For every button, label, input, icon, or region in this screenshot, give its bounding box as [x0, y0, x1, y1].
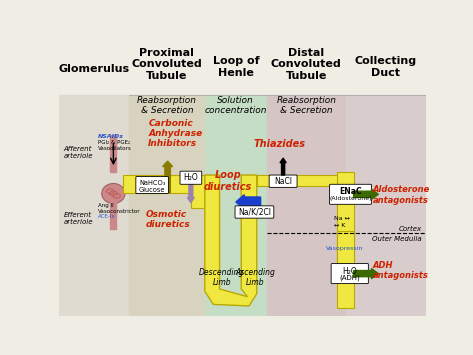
Text: Descending
Limb: Descending Limb: [199, 268, 245, 287]
Text: Outer Medulla: Outer Medulla: [372, 236, 422, 242]
Text: Vasopressin: Vasopressin: [326, 246, 364, 251]
Text: Ascending
Limb: Ascending Limb: [235, 268, 275, 287]
Bar: [346, 95, 426, 316]
Text: (Aldosterone): (Aldosterone): [329, 196, 372, 201]
Text: Proximal
Convoluted
Tubule: Proximal Convoluted Tubule: [131, 48, 202, 81]
Text: ENaC: ENaC: [339, 187, 362, 196]
Text: NaCl: NaCl: [274, 177, 292, 186]
Text: Ang II: Ang II: [98, 203, 114, 208]
Text: Na/K/2Cl: Na/K/2Cl: [238, 208, 271, 217]
Text: Loop
diuretics: Loop diuretics: [204, 170, 252, 192]
Text: Aldosterone
antagonists: Aldosterone antagonists: [373, 185, 430, 205]
Polygon shape: [257, 175, 346, 186]
Bar: [337, 172, 354, 272]
FancyBboxPatch shape: [330, 184, 371, 204]
FancyBboxPatch shape: [235, 206, 274, 218]
Text: ↔ K: ↔ K: [334, 223, 346, 228]
Text: Reabsorption
& Secretion: Reabsorption & Secretion: [276, 96, 336, 115]
Polygon shape: [123, 175, 205, 208]
Bar: [267, 95, 346, 316]
Bar: [110, 135, 116, 172]
Text: (ADH): (ADH): [339, 275, 360, 282]
Text: Glomerulus: Glomerulus: [59, 64, 130, 74]
Bar: [205, 95, 267, 316]
Text: Glucose: Glucose: [139, 187, 166, 193]
FancyArrow shape: [187, 184, 194, 203]
Text: Carbonic
Anhydrase
Inhibitors: Carbonic Anhydrase Inhibitors: [148, 119, 202, 148]
FancyArrow shape: [354, 269, 378, 279]
Bar: [110, 202, 116, 229]
Text: ADH
antagonists: ADH antagonists: [373, 261, 429, 280]
Text: Reabsorption
& Secretion: Reabsorption & Secretion: [137, 96, 197, 115]
FancyArrow shape: [354, 189, 378, 199]
Text: PGI₂ & PGE₂: PGI₂ & PGE₂: [98, 140, 130, 145]
Text: Thiazides: Thiazides: [254, 139, 306, 149]
Text: NSAIDs: NSAIDs: [98, 134, 124, 139]
Text: Solution
concentration: Solution concentration: [205, 96, 267, 115]
Text: Distal
Convoluted
Tubule: Distal Convoluted Tubule: [271, 48, 342, 81]
FancyArrow shape: [163, 161, 173, 193]
FancyBboxPatch shape: [180, 171, 201, 184]
Text: Osmotic
diuretics: Osmotic diuretics: [146, 210, 191, 229]
Text: Collecting
Duct: Collecting Duct: [354, 56, 416, 78]
Bar: [129, 95, 205, 316]
Text: Efferent
arteriole: Efferent arteriole: [64, 212, 93, 225]
Text: Loop of
Henle: Loop of Henle: [212, 56, 259, 78]
Bar: [337, 231, 354, 308]
Text: Cortex: Cortex: [399, 226, 422, 232]
Text: Afferent
arteriole: Afferent arteriole: [64, 146, 93, 159]
Bar: [59, 95, 129, 316]
Text: NaHCO₃: NaHCO₃: [139, 180, 165, 186]
Polygon shape: [205, 175, 257, 306]
FancyBboxPatch shape: [269, 175, 297, 187]
Text: ACE-Is: ACE-Is: [98, 214, 115, 219]
FancyArrow shape: [236, 195, 261, 209]
Text: Vasoconstrictor: Vasoconstrictor: [98, 209, 140, 214]
Text: H₂O: H₂O: [184, 173, 198, 182]
Ellipse shape: [102, 184, 125, 203]
FancyBboxPatch shape: [136, 176, 168, 193]
Text: Vasodilators: Vasodilators: [98, 146, 131, 151]
Text: H₂O: H₂O: [342, 267, 357, 276]
Text: Na ↔: Na ↔: [334, 215, 350, 221]
FancyBboxPatch shape: [331, 264, 368, 284]
FancyArrow shape: [280, 158, 286, 175]
